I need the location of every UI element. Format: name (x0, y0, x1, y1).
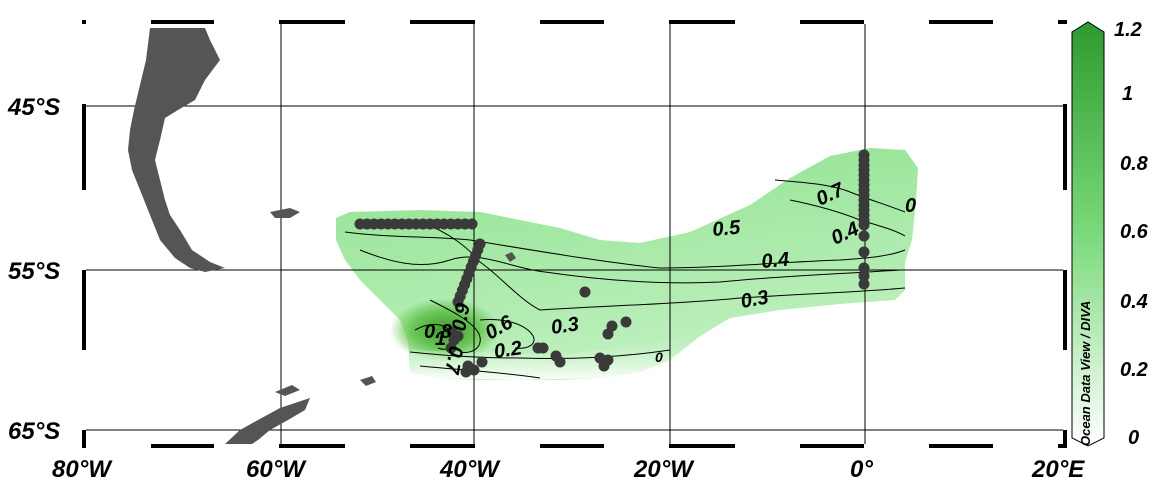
station-marker (537, 342, 549, 354)
contour-label: 0.4 (761, 249, 791, 273)
colorbar-tick-label: 0.6 (1120, 221, 1148, 243)
station-marker (598, 360, 610, 372)
colorbar (1071, 21, 1105, 447)
station-marker (476, 356, 488, 368)
contour-label: 0 (655, 349, 663, 365)
lon-label-20e: 20°E (1032, 456, 1085, 483)
contour-label: 0.7 (440, 344, 467, 376)
station-marker (620, 316, 632, 328)
station-marker (858, 246, 870, 258)
station-marker (858, 270, 870, 282)
station-marker (602, 328, 614, 340)
colorbar-tick-label: 0 (1128, 427, 1140, 449)
lat-label-55s: 55°S (8, 258, 61, 285)
colorbar-tick-label: 1 (1122, 83, 1134, 105)
lon-label-40w: 40°W (440, 456, 499, 483)
land-south-america (128, 28, 516, 272)
contour-label: 0.9 (448, 301, 475, 333)
station-marker (452, 330, 464, 342)
colorbar-tick-label: 1.2 (1114, 19, 1142, 41)
land-antarctic-peninsula (225, 376, 376, 444)
station-marker (858, 278, 870, 290)
lon-label-60w: 60°W (246, 456, 305, 483)
station-marker (858, 262, 870, 274)
contour-label: 0.8 (424, 321, 453, 343)
station-marker (452, 296, 464, 308)
colorbar-tick-label: 0.4 (1120, 291, 1148, 313)
station-marker (445, 342, 457, 354)
lon-label-80w: 80°W (52, 456, 111, 483)
contour-label: 1 (435, 328, 446, 350)
contour-label: 0.5 (712, 217, 742, 241)
station-marker (858, 230, 870, 242)
station-marker (579, 286, 591, 298)
station-marker (858, 219, 870, 231)
colorbar-tick-label: 0.8 (1120, 153, 1148, 175)
station-marker (554, 356, 566, 368)
station-markers (354, 149, 870, 378)
colorbar-title: Ocean Data View / DIVA (1078, 300, 1093, 446)
lat-label-45s: 45°S (8, 94, 61, 121)
contour-label: 0 (905, 195, 916, 217)
station-marker (466, 218, 478, 230)
lon-label-20w: 20°W (634, 456, 693, 483)
contour-label: 0.3 (739, 286, 770, 312)
lat-label-65s: 65°S (8, 418, 61, 445)
contour-label: 0.3 (550, 313, 581, 339)
lon-label-0: 0° (850, 456, 873, 483)
contour-label: 0.2 (493, 337, 524, 363)
colorbar-tick-label: 0.2 (1120, 359, 1148, 381)
station-marker (468, 364, 480, 376)
